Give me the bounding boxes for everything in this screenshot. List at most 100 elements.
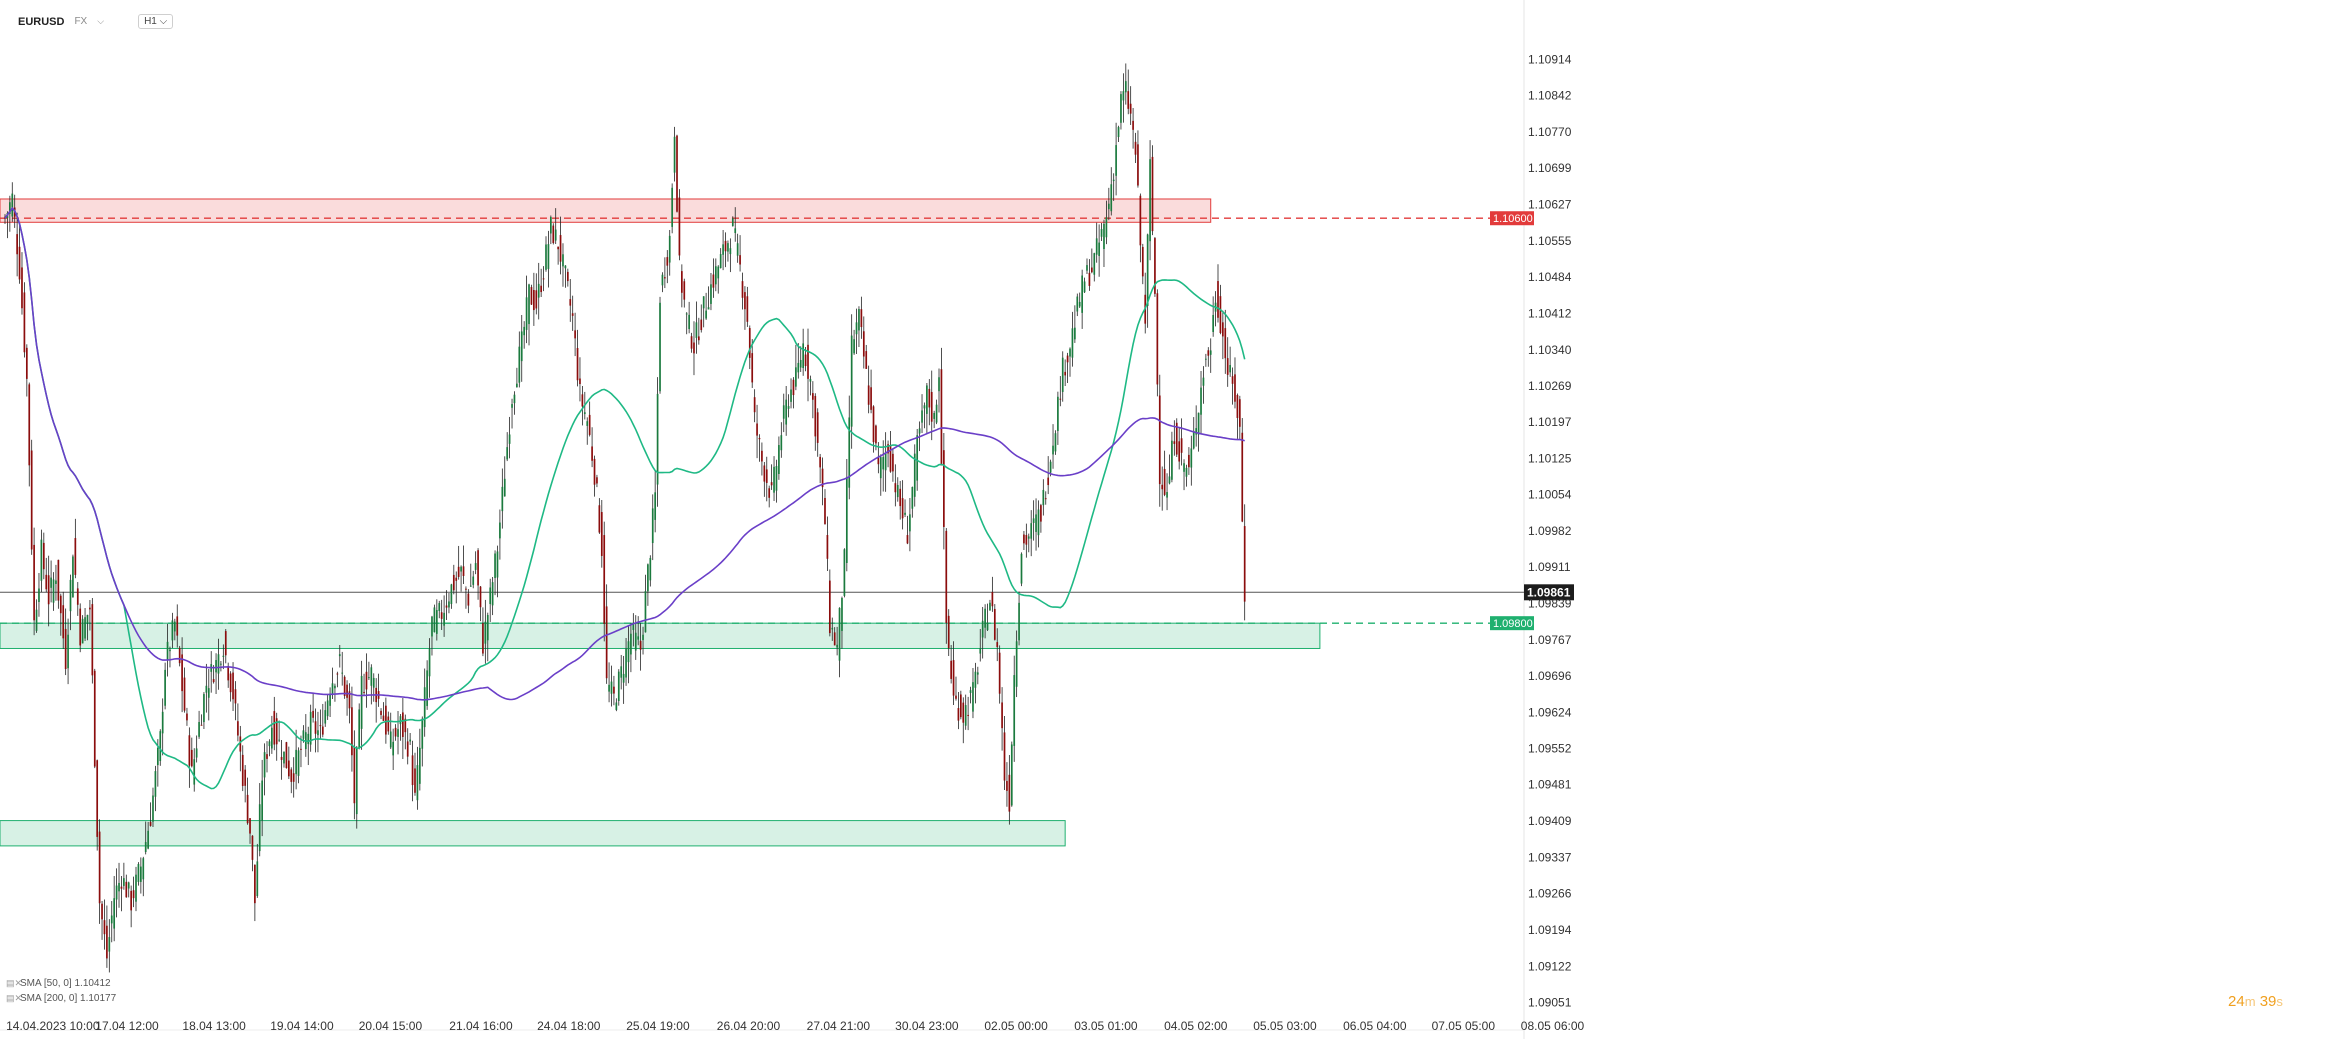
legend-sma-50[interactable]: ▤✕SMA [50, 0] 1.10412 [6,976,116,991]
candle-body [149,821,152,826]
candle-body [409,739,411,742]
candle-body [1139,195,1142,246]
candle-body [11,193,14,217]
candle-body [938,377,940,392]
candle-body [1064,371,1067,376]
zone-0 [0,198,1212,223]
candle-body [950,660,952,679]
candle-body [198,722,200,737]
candle-body [258,804,261,852]
candle-body [926,385,928,414]
candle-body [137,864,140,882]
candle-body [372,677,375,688]
candle-body [981,620,984,638]
candle-body [1032,518,1035,523]
candle-body [84,617,86,639]
candle-body [816,412,819,443]
candle-body [797,362,800,373]
candle-body [220,663,222,665]
candle-body [734,228,737,234]
candle-body [278,739,280,741]
time-tick-label: 25.04 19:00 [626,1019,690,1033]
candle-body [843,549,846,596]
candle-body [714,266,717,285]
candle-body [479,586,482,608]
time-tick-label: 03.05 01:00 [1074,1019,1138,1033]
candle-body [676,135,678,212]
candle-body [164,669,166,706]
candle-body [964,705,967,726]
candle-body [331,683,334,695]
candle-body [1195,428,1198,435]
candle-body [1040,505,1042,522]
symbol-label[interactable]: EURUSD [18,15,65,28]
candle-body [501,486,504,512]
candle-body [127,882,130,889]
candle-body [642,634,644,641]
candle-body [30,450,33,550]
candle-body [115,885,118,900]
zone-1 [0,622,1321,649]
candle-body [79,608,82,646]
chevron-down-icon[interactable]: ⌵ [97,16,105,26]
candle-body [1115,145,1117,176]
candle-body [142,858,145,880]
candle-body [1042,489,1045,506]
chevron-down-icon: ⌵ [159,16,168,27]
candle-body [1015,641,1018,687]
candle-body [1226,358,1229,375]
candle-body [935,404,938,423]
candle-body [93,670,96,767]
candle-body [525,297,528,330]
candle-body [896,485,899,498]
candle-body [1129,103,1132,114]
candle-body [411,755,414,786]
candle-body [736,243,739,256]
candle-body [455,577,458,581]
candle-body [489,587,492,605]
price-tick-label: 1.09696 [1528,669,1572,683]
candle-body [610,681,613,694]
candle-body [341,672,344,674]
candle-body [120,886,123,889]
candle-body [239,736,242,752]
candle-body [241,754,244,786]
candle-body [906,535,909,544]
candle-body [892,453,894,472]
candle-body [581,394,584,407]
candle-body [418,747,421,784]
price-tick-label: 1.09552 [1528,742,1572,756]
candle-body [681,271,683,293]
candle-body [838,607,841,661]
candle-body [673,136,676,173]
candle-body [1001,702,1003,729]
candle-body [135,874,137,902]
candle-body [171,620,174,641]
candle-body [952,660,955,696]
candle-body [1076,296,1079,312]
candle-body [1103,223,1105,249]
candle-body [649,557,652,581]
legend-sma-200[interactable]: ▤✕SMA [200, 0] 1.10177 [6,991,116,1006]
price-tick-label: 1.09337 [1528,851,1572,865]
timeframe-select[interactable]: H1 ⌵ [138,14,174,29]
time-tick-label: 20.04 15:00 [359,1019,423,1033]
settings-icon[interactable]: ▤✕ [6,978,23,988]
candle-body [508,434,511,444]
candle-body [215,660,217,673]
candle-body [188,735,191,766]
price-tick-label: 1.09266 [1528,886,1572,900]
candle-body [836,644,838,648]
candle-body [833,632,836,646]
candle-body [123,878,125,886]
level-badge-0 [1490,211,1534,226]
settings-icon[interactable]: ▤✕ [6,993,23,1003]
price-tick-label: 1.09051 [1528,995,1572,1009]
candle-body [421,718,424,749]
candle-body [1207,350,1210,356]
candle-body [1178,441,1181,462]
candle-body [1217,281,1219,318]
candle-body [234,689,237,704]
